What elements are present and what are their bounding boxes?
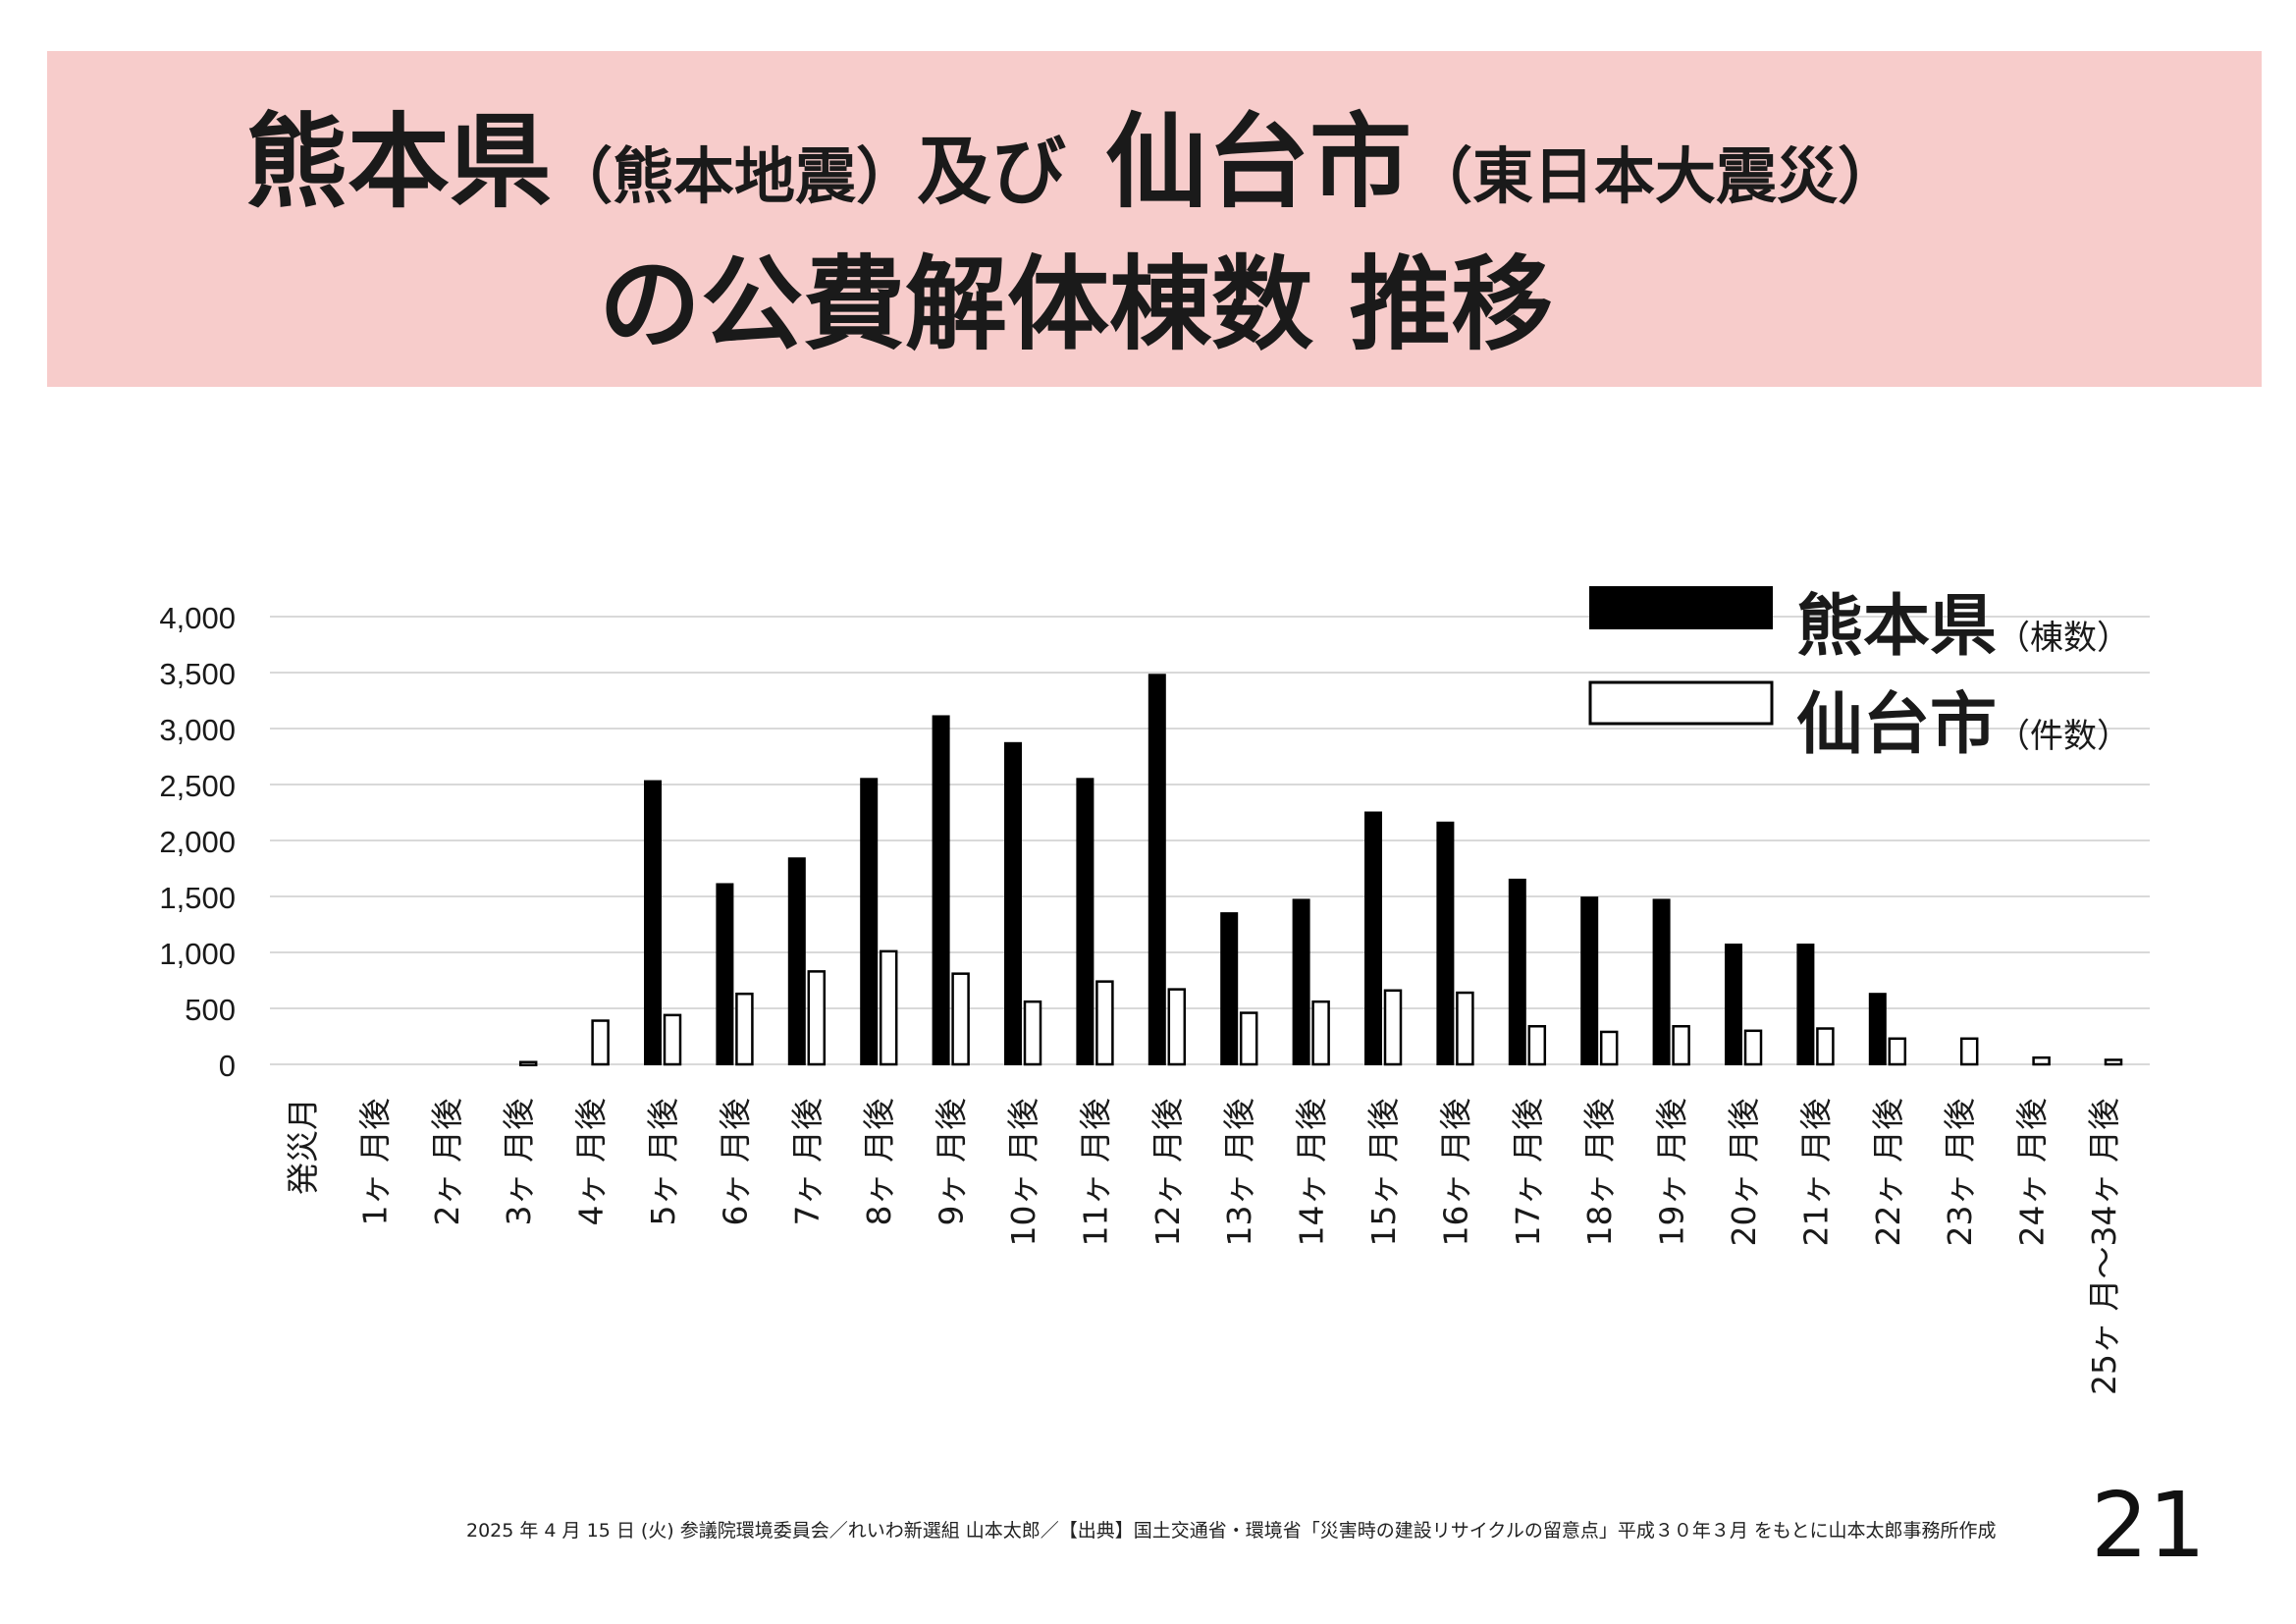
y-tick-label: 500 xyxy=(185,993,236,1027)
bar-kumamoto xyxy=(1148,674,1166,1066)
x-category-label: 21ヶ 月後 xyxy=(1796,1098,1835,1246)
y-tick-label: 1,000 xyxy=(159,937,236,971)
bar-kumamoto xyxy=(1652,898,1671,1065)
y-tick-label: 2,000 xyxy=(159,825,236,859)
bar-sendai xyxy=(1167,988,1187,1066)
bar-sendai xyxy=(1743,1029,1763,1066)
bar-kumamoto xyxy=(932,715,950,1066)
legend-label-sendai: 仙台市（件数） xyxy=(1796,670,2130,767)
title-line-2: の公費解体棟数 推移 xyxy=(599,244,1554,364)
x-category-label: 2ヶ 月後 xyxy=(428,1098,466,1226)
bar-kumamoto xyxy=(1076,778,1095,1065)
y-tick-label: 3,500 xyxy=(159,657,236,691)
x-category-label: 14ヶ 月後 xyxy=(1293,1098,1331,1246)
bar-sendai xyxy=(1959,1037,1979,1066)
bar-kumamoto xyxy=(1220,912,1239,1065)
bar-kumamoto xyxy=(1580,896,1599,1066)
bar-sendai xyxy=(1311,1000,1330,1066)
bar-sendai xyxy=(2032,1056,2051,1066)
title-line-1: 熊本県（熊本地震）及び 仙台市（東日本大震災） xyxy=(245,79,1898,227)
legend-label-kumamoto: 熊本県（棟数） xyxy=(1796,571,2130,669)
title-and: 及び xyxy=(917,128,1067,215)
bar-kumamoto xyxy=(1436,821,1455,1066)
bar-sendai xyxy=(591,1019,610,1066)
bar-kumamoto xyxy=(1508,878,1526,1066)
x-category-label: 25ヶ 月〜34ヶ 月後 xyxy=(2085,1098,2123,1395)
x-category-label: 7ヶ 月後 xyxy=(788,1098,827,1226)
x-category-label: 17ヶ 月後 xyxy=(1509,1098,1547,1246)
bar-sendai xyxy=(1599,1030,1619,1066)
x-category-label: 3ヶ 月後 xyxy=(500,1098,538,1226)
x-category-label: 18ヶ 月後 xyxy=(1580,1098,1619,1246)
bar-sendai xyxy=(1672,1024,1690,1066)
x-category-label: 24ヶ 月後 xyxy=(2013,1098,2052,1246)
bar-kumamoto xyxy=(1004,741,1022,1065)
bar-sendai xyxy=(1527,1024,1547,1066)
x-category-label: 6ヶ 月後 xyxy=(716,1098,754,1226)
title-kumamoto-note: （熊本地震） xyxy=(552,140,918,212)
x-category-label: 19ヶ 月後 xyxy=(1653,1098,1691,1246)
y-tick-label: 4,000 xyxy=(159,601,236,635)
x-category-label: 16ヶ 月後 xyxy=(1436,1098,1474,1246)
x-category-label: 22ヶ 月後 xyxy=(1869,1098,1907,1246)
legend-swatch-kumamoto xyxy=(1589,586,1773,629)
page-number: 21 xyxy=(2091,1473,2207,1578)
x-category-label: 13ヶ 月後 xyxy=(1220,1098,1258,1246)
title-sendai: 仙台市 xyxy=(1105,102,1413,222)
y-tick-label: 1,500 xyxy=(159,881,236,915)
bar-kumamoto xyxy=(1868,993,1887,1065)
x-category-label: 11ヶ 月後 xyxy=(1076,1098,1114,1246)
legend-kumamoto-unit: （棟数） xyxy=(1997,619,2131,658)
bar-sendai xyxy=(2104,1058,2123,1066)
x-category-label: 10ヶ 月後 xyxy=(1004,1098,1042,1246)
title-sendai-note: （東日本大震災） xyxy=(1412,140,1899,212)
x-category-label: 5ヶ 月後 xyxy=(644,1098,682,1226)
bar-sendai xyxy=(1888,1037,1907,1066)
bar-sendai xyxy=(1239,1011,1258,1066)
y-tick-label: 0 xyxy=(219,1049,236,1083)
bar-sendai xyxy=(1095,980,1114,1066)
legend-kumamoto-name: 熊本県 xyxy=(1796,588,1998,666)
bar-sendai xyxy=(735,992,754,1066)
bar-kumamoto xyxy=(860,778,879,1065)
bar-sendai xyxy=(518,1060,538,1066)
bar-kumamoto xyxy=(1292,898,1310,1065)
legend-sendai-name: 仙台市 xyxy=(1796,686,1998,764)
bar-sendai xyxy=(1023,1000,1042,1066)
x-category-label: 1ヶ 月後 xyxy=(355,1098,394,1226)
bar-sendai xyxy=(807,970,827,1066)
footer-source: 2025 年 4 月 15 日 (火) 参議院環境委員会／れいわ新選組 山本太郎… xyxy=(466,1520,1997,1542)
legend-sendai-unit: （件数） xyxy=(1997,717,2131,756)
x-category-label: 8ヶ 月後 xyxy=(860,1098,898,1226)
bar-sendai xyxy=(951,972,970,1066)
y-tick-label: 2,500 xyxy=(159,769,236,803)
x-category-label: 4ヶ 月後 xyxy=(572,1098,611,1226)
y-tick-label: 3,000 xyxy=(159,713,236,747)
title-kumamoto: 熊本県 xyxy=(245,102,553,222)
bar-kumamoto xyxy=(1364,811,1382,1065)
bar-kumamoto xyxy=(1725,944,1742,1066)
x-category-label: 23ヶ 月後 xyxy=(1941,1098,1979,1246)
x-category-label: 12ヶ 月後 xyxy=(1148,1098,1187,1246)
legend-swatch-sendai xyxy=(1588,680,1774,726)
bar-sendai xyxy=(879,949,898,1066)
bar-sendai xyxy=(1816,1027,1835,1066)
x-category-label: 発災月 xyxy=(284,1098,322,1195)
bar-kumamoto xyxy=(644,780,662,1066)
x-category-label: 15ヶ 月後 xyxy=(1364,1098,1403,1246)
x-category-label: 20ヶ 月後 xyxy=(1725,1098,1763,1246)
bar-kumamoto xyxy=(716,883,734,1066)
bar-kumamoto xyxy=(787,857,806,1065)
title-band xyxy=(47,51,2262,387)
x-category-label: 9ヶ 月後 xyxy=(933,1098,971,1226)
bar-kumamoto xyxy=(1796,944,1815,1066)
bar-sendai xyxy=(1383,989,1403,1066)
bar-sendai xyxy=(663,1013,682,1066)
bar-sendai xyxy=(1456,991,1474,1066)
